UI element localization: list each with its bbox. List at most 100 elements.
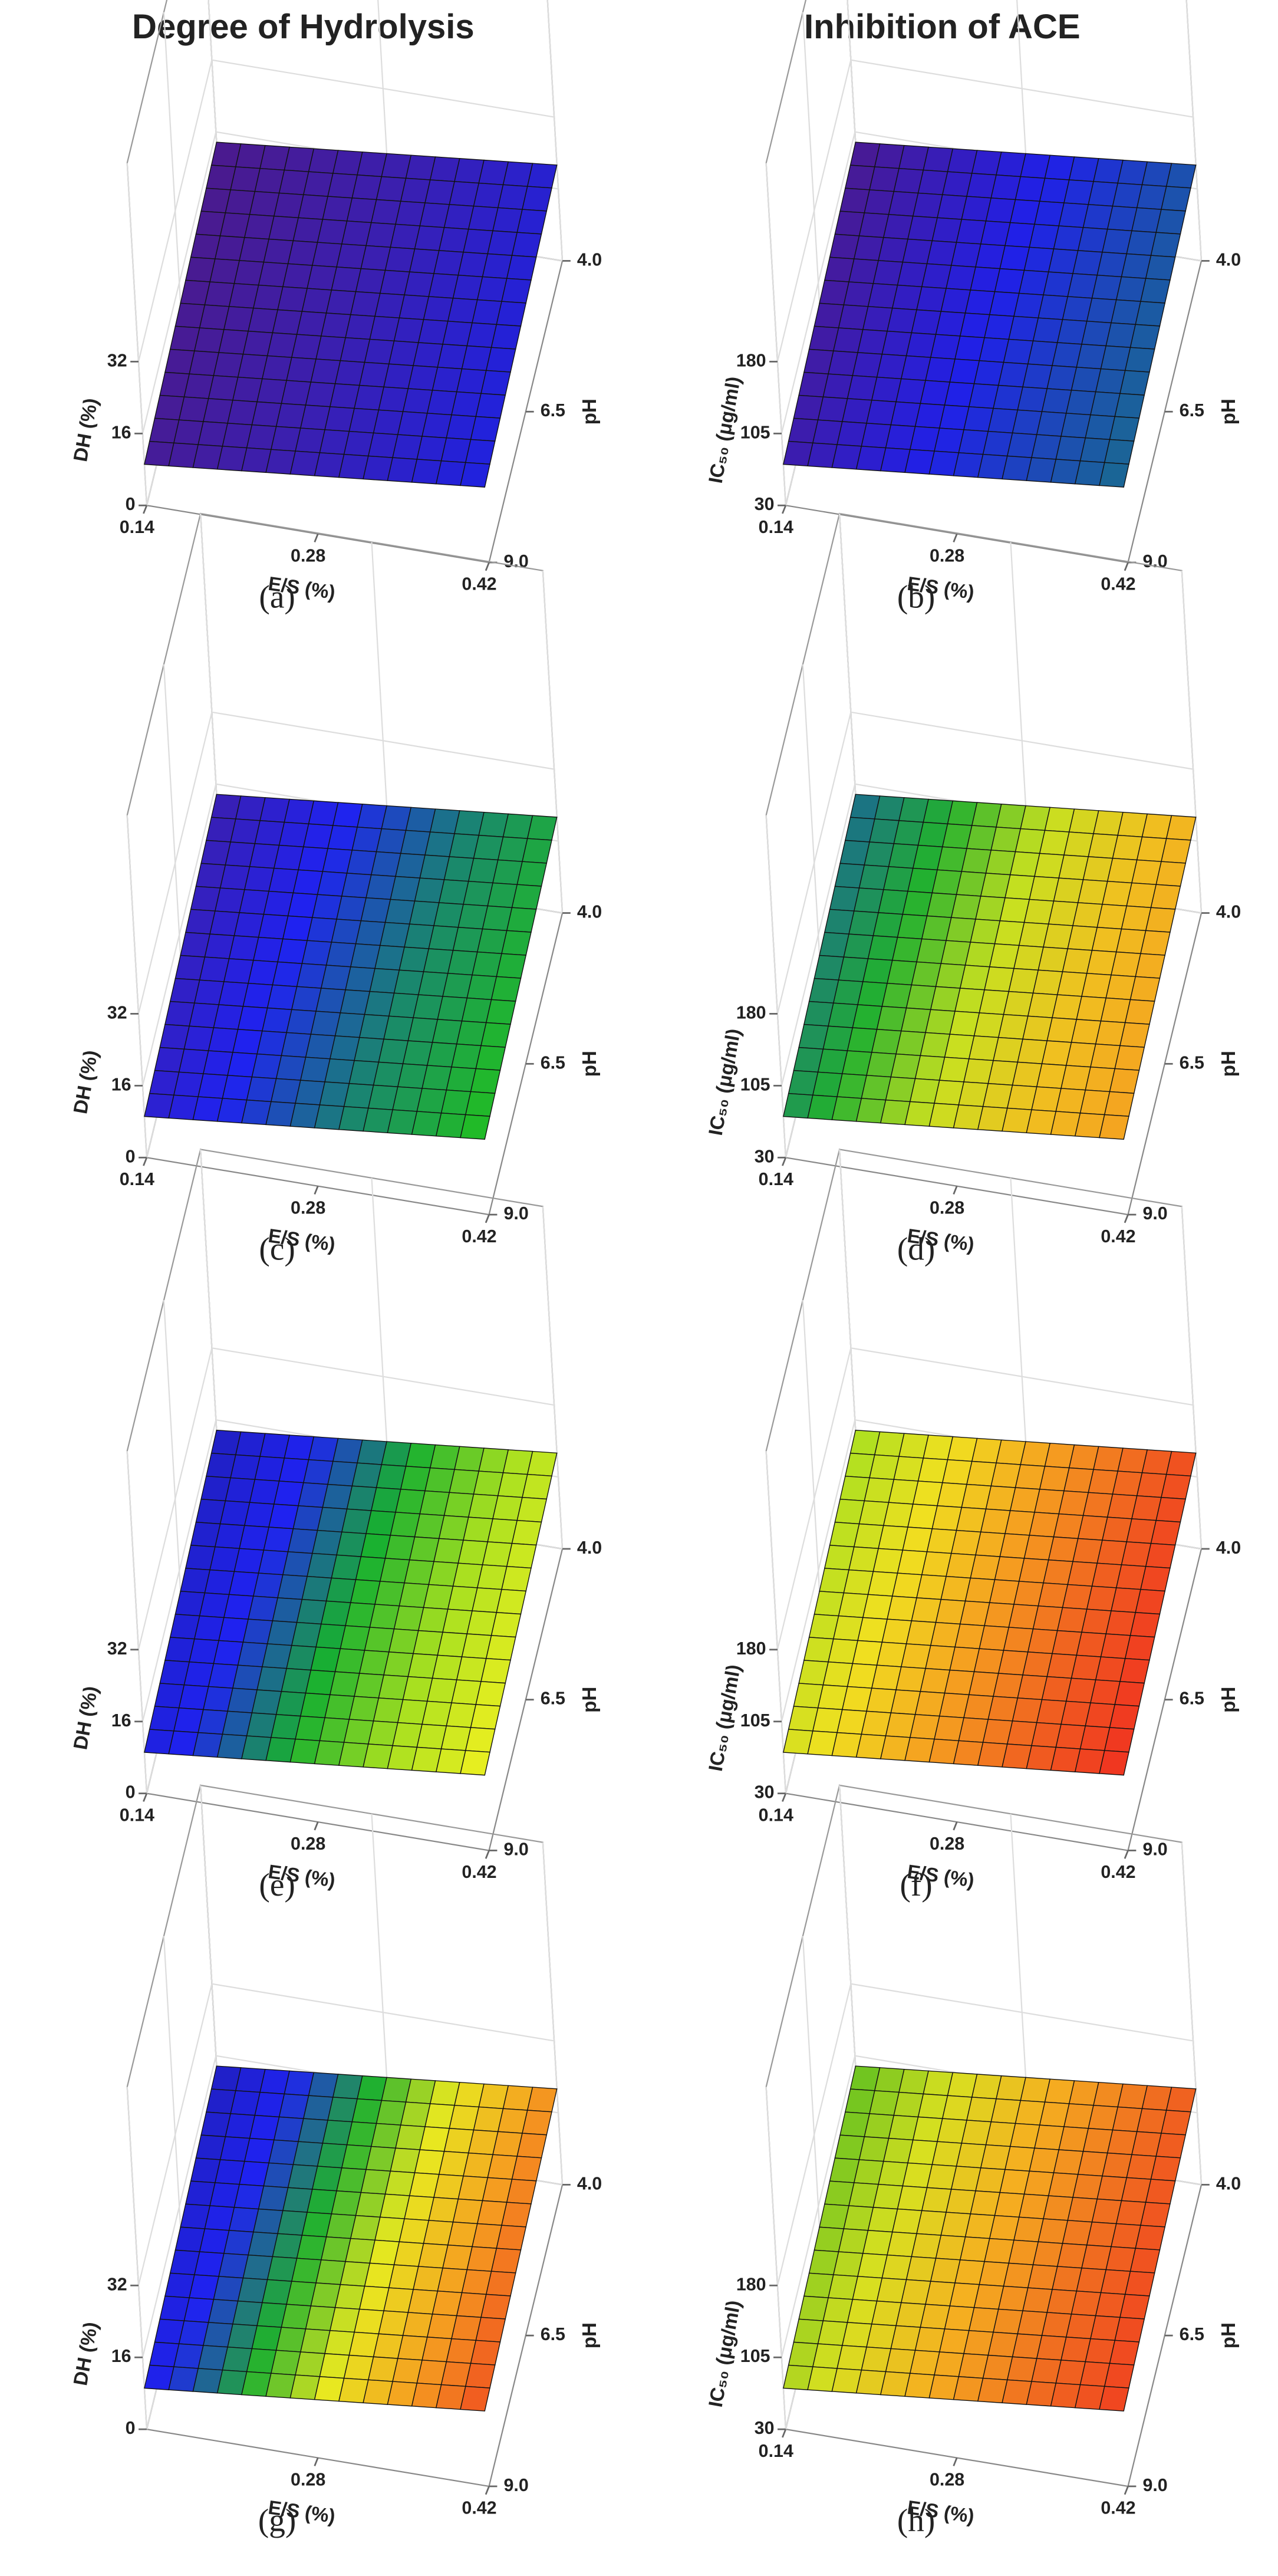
panel-label: (f) bbox=[900, 1867, 932, 1903]
x-tick-label: 0.42 bbox=[462, 1862, 496, 1882]
surface-cell bbox=[511, 2156, 542, 2182]
surface-cell bbox=[465, 1091, 496, 1117]
surface-cell bbox=[496, 301, 527, 327]
surface-cell bbox=[1140, 1565, 1171, 1592]
surface-cell bbox=[516, 1496, 548, 1523]
surface-cell bbox=[475, 393, 506, 419]
y-tick-label: 4.0 bbox=[577, 249, 602, 269]
surface-cell bbox=[485, 2271, 516, 2297]
y-axis-title: pH bbox=[1218, 2322, 1240, 2348]
tick-mark bbox=[314, 534, 319, 542]
surface-cell bbox=[1161, 186, 1191, 212]
tick-mark bbox=[1124, 2486, 1129, 2495]
surface-cell bbox=[1114, 2317, 1145, 2343]
y-tick-label: 9.0 bbox=[503, 1840, 528, 1860]
grid-line bbox=[137, 1983, 555, 2286]
tick-mark bbox=[953, 2457, 958, 2466]
y-axis-title: pH bbox=[579, 399, 601, 425]
x-tick-label: 0.42 bbox=[462, 574, 496, 594]
surface-cell bbox=[480, 2294, 511, 2320]
x-tick-label: 0.28 bbox=[930, 545, 964, 565]
tick-mark bbox=[953, 534, 958, 542]
surface-cell bbox=[1124, 2271, 1155, 2297]
surface-cell bbox=[465, 439, 496, 465]
surface-cell bbox=[506, 255, 537, 281]
y-tick-label: 4.0 bbox=[1216, 902, 1241, 922]
surface-cell bbox=[1119, 2294, 1150, 2320]
y-tick-label: 6.5 bbox=[541, 2324, 565, 2344]
z-tick-label: 32 bbox=[107, 1002, 127, 1022]
surface-cell bbox=[490, 976, 522, 1002]
y-axis-title: pH bbox=[579, 2322, 601, 2348]
surface-cell bbox=[496, 953, 527, 979]
x-tick-label: 0.28 bbox=[291, 545, 325, 565]
surface-cell bbox=[1161, 838, 1191, 864]
surface-cell bbox=[490, 2248, 522, 2274]
z-tick-label: 105 bbox=[740, 1074, 770, 1094]
surface-cell bbox=[506, 1542, 537, 1569]
surface-cell bbox=[522, 186, 552, 212]
surface-cell bbox=[480, 1022, 511, 1048]
x-tick-label: 0.42 bbox=[1101, 1226, 1135, 1246]
tick-mark bbox=[485, 1214, 490, 1223]
surface-cell bbox=[1124, 999, 1155, 1025]
y-tick-label: 6.5 bbox=[1180, 400, 1204, 420]
x-tick-label: 0.42 bbox=[462, 1226, 496, 1246]
surface-cell bbox=[1114, 1681, 1145, 1707]
surface-cell bbox=[1109, 2340, 1140, 2366]
panel-label: (a) bbox=[259, 578, 295, 614]
grid-line bbox=[765, 2087, 786, 2430]
x-tick-label: 0.42 bbox=[462, 2498, 496, 2518]
surface-cell bbox=[522, 1473, 552, 1500]
tick-mark bbox=[782, 1793, 787, 1802]
tick-mark bbox=[314, 2457, 319, 2466]
grid-line bbox=[163, 1300, 185, 1643]
grid-line bbox=[542, 1842, 564, 2185]
grid-line bbox=[776, 1983, 1194, 2286]
surface-cell bbox=[1124, 1635, 1155, 1661]
grid-line bbox=[776, 1347, 1194, 1650]
tick-mark bbox=[1124, 1850, 1129, 1859]
z-tick-label: 16 bbox=[111, 422, 131, 442]
surface-cell bbox=[1140, 930, 1171, 956]
surface-cell bbox=[511, 1519, 542, 1546]
surface-cell bbox=[1104, 439, 1135, 465]
surface-cell bbox=[490, 324, 522, 350]
surface-cell bbox=[485, 1635, 516, 1661]
surface-cell bbox=[1150, 884, 1181, 910]
tick-mark bbox=[953, 1186, 958, 1195]
surface-cell bbox=[516, 861, 548, 887]
surface-cell bbox=[1104, 1727, 1135, 1753]
surface-cell bbox=[1099, 462, 1129, 488]
surface-cell bbox=[506, 2179, 537, 2205]
surface-cell bbox=[490, 1612, 522, 1638]
tick-mark bbox=[143, 1793, 148, 1802]
z-tick-label: 180 bbox=[736, 1639, 766, 1659]
tick-mark bbox=[953, 1821, 958, 1831]
surface-cell bbox=[522, 838, 552, 864]
surface-cell bbox=[475, 1045, 506, 1071]
y-axis-title: pH bbox=[1218, 1687, 1240, 1713]
grid-line bbox=[126, 815, 148, 1158]
z-tick-label: 0 bbox=[126, 2418, 136, 2438]
surface-cell bbox=[460, 2386, 490, 2411]
tick-mark bbox=[485, 1850, 490, 1859]
z-axis-title: DH (%) bbox=[70, 2320, 102, 2387]
surface-cell bbox=[1119, 370, 1150, 396]
surface-cell bbox=[1145, 907, 1176, 933]
surface-cell bbox=[1099, 1114, 1129, 1140]
surface-cell bbox=[465, 1727, 496, 1753]
y-axis-title: pH bbox=[1218, 399, 1240, 425]
x-tick-label: 0.28 bbox=[930, 1197, 964, 1218]
panel-label: (b) bbox=[897, 578, 935, 614]
surface-cell bbox=[1140, 2202, 1171, 2228]
x-tick-label: 0.42 bbox=[1101, 1862, 1135, 1882]
grid-line bbox=[542, 1206, 564, 1549]
surface-cell bbox=[1165, 1450, 1197, 1477]
x-tick-label: 0.14 bbox=[120, 1805, 154, 1825]
surface-cell bbox=[460, 462, 490, 488]
x-tick-label: 0.42 bbox=[1101, 2498, 1135, 2518]
